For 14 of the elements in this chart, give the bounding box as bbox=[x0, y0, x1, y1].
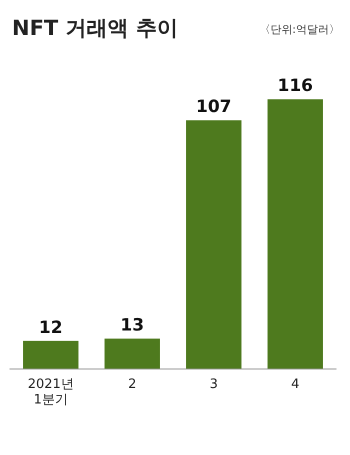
bar bbox=[104, 338, 160, 369]
data-label: 12 bbox=[38, 318, 63, 338]
bar bbox=[186, 120, 242, 369]
data-label: 107 bbox=[196, 97, 232, 118]
chart-subtitle: 〈단위:억달러〉 bbox=[259, 22, 340, 37]
x-tick-label: 3 bbox=[210, 376, 218, 392]
bar bbox=[268, 99, 323, 369]
data-label: 13 bbox=[120, 316, 144, 336]
x-tick-label: 2 bbox=[128, 376, 136, 392]
data-label: 116 bbox=[278, 76, 313, 96]
bar bbox=[23, 340, 78, 369]
x-tick-label: 4 bbox=[291, 376, 300, 392]
chart-title: NFT 거래액 추이 bbox=[12, 15, 178, 42]
x-tick-label: 2021년 1분기 bbox=[28, 376, 74, 408]
